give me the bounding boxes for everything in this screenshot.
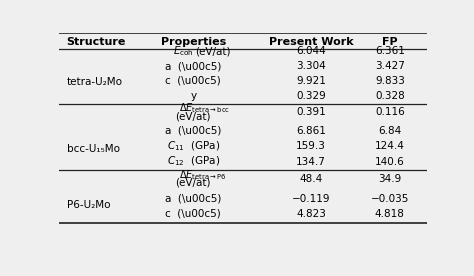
Text: 0.329: 0.329 [296,91,326,101]
Text: $\Delta E_{\rm tetra\rightarrow P6}$: $\Delta E_{\rm tetra\rightarrow P6}$ [179,169,227,182]
Text: a  (\u00c5): a (\u00c5) [165,194,221,204]
Text: −0.119: −0.119 [292,194,330,204]
Text: $\Delta E_{\rm tetra\rightarrow bcc}$: $\Delta E_{\rm tetra\rightarrow bcc}$ [179,102,230,115]
Text: 0.328: 0.328 [375,91,405,101]
Text: 134.7: 134.7 [296,157,326,167]
Text: 9.921: 9.921 [296,76,326,86]
Text: 6.84: 6.84 [378,126,401,136]
Text: 0.391: 0.391 [296,107,326,117]
Text: (eV/at): (eV/at) [175,178,211,188]
Text: y: y [190,91,196,101]
Text: FP: FP [382,37,398,47]
Text: (eV/at): (eV/at) [175,111,211,121]
Text: 3.304: 3.304 [296,61,326,71]
Text: $E_{\rm coh}$: $E_{\rm coh}$ [173,44,194,58]
Text: 4.823: 4.823 [296,209,326,219]
Text: $C_{11}$  (GPa): $C_{11}$ (GPa) [167,139,220,153]
Text: a  (\u00c5): a (\u00c5) [165,126,221,136]
Text: 34.9: 34.9 [378,174,401,184]
Text: Properties: Properties [161,37,226,47]
Text: 3.427: 3.427 [375,61,405,71]
Text: 6.044: 6.044 [296,46,326,56]
Text: −0.035: −0.035 [371,194,409,204]
Text: $C_{12}$  (GPa): $C_{12}$ (GPa) [167,155,220,168]
Text: 0.116: 0.116 [375,107,405,117]
Text: 48.4: 48.4 [299,174,322,184]
Text: 124.4: 124.4 [375,141,405,151]
Text: P6-U₂Mo: P6-U₂Mo [66,200,110,210]
Text: 140.6: 140.6 [375,157,405,167]
Text: bcc-U₁₅Mo: bcc-U₁₅Mo [66,144,119,154]
Text: Structure: Structure [66,37,126,47]
Text: c  (\u00c5): c (\u00c5) [165,76,221,86]
Text: Present Work: Present Work [269,37,353,47]
Text: 4.818: 4.818 [375,209,405,219]
Text: c  (\u00c5): c (\u00c5) [165,209,221,219]
Text: tetra-U₂Mo: tetra-U₂Mo [66,77,123,87]
Text: (eV/at): (eV/at) [195,46,231,56]
Text: a  (\u00c5): a (\u00c5) [165,61,221,71]
Text: 159.3: 159.3 [296,141,326,151]
Text: 6.361: 6.361 [375,46,405,56]
Text: 6.861: 6.861 [296,126,326,136]
Text: 9.833: 9.833 [375,76,405,86]
